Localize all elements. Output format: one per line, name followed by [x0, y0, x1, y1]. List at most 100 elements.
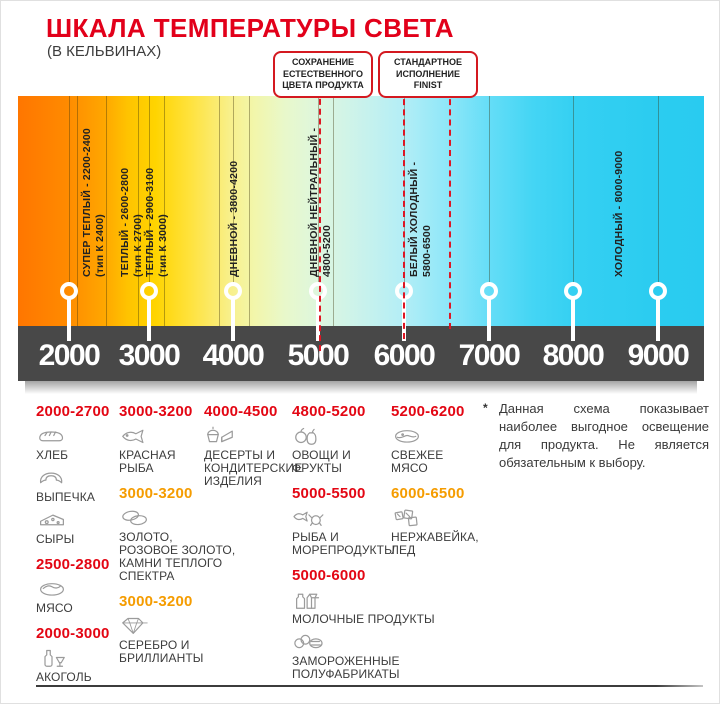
range-header: 2000-3000 [36, 625, 110, 642]
scale-marker-stem [66, 298, 72, 341]
category-item-label: КРАСНАЯ РЫБА [119, 448, 176, 475]
range-header: 3000-3200 [119, 485, 193, 502]
category-item: ХЛЕБ [36, 425, 116, 462]
fresh-meat-icon [391, 425, 481, 447]
marker-guide-line [149, 96, 150, 283]
zone-label: ТЕПЛЫЙ - 2600-2800 (тип К 2700) [119, 167, 144, 277]
fish-icon [119, 425, 201, 447]
category-item-label: ДЕСЕРТЫ И КОНДИТЕРСКИЕ ИЗДЕЛИЯ [204, 448, 303, 488]
scale-marker-ring [59, 282, 78, 300]
category-item: МОЛОЧНЫЕ ПРОДУКТЫ [292, 589, 435, 626]
kelvin-tick-label: 2000 [38, 339, 101, 372]
range-header: 3000-3200 [119, 593, 193, 610]
scale-marker-ring [308, 282, 327, 300]
category-group: 6000-6500 НЕРЖАВЕЙКА, ЛЕД [391, 485, 481, 557]
zone-boundary-line [333, 96, 334, 326]
category-group: 2000-3000 АКОГОЛЬ [36, 625, 116, 684]
frozen-icon [292, 631, 386, 653]
category-item: ЗОЛОТО, РОЗОВОЕ ЗОЛОТО, КАМНИ ТЕПЛОГО СП… [119, 507, 235, 583]
category-item-label: ОВОЩИ И ФРУКТЫ [292, 448, 351, 475]
category-column: 3000-3200 КРАСНАЯ РЫБА 3000-3200 ЗОЛОТО, РО… [119, 403, 235, 675]
marker-guide-line [489, 96, 490, 283]
zone-label: ТЕПЛЫЙ - 2900-3100 (тип К 3000) [144, 167, 169, 277]
range-header: 5000-6000 [292, 567, 366, 584]
category-item-label: НЕРЖАВЕЙКА, ЛЕД [391, 530, 479, 557]
zone-label: БЕЛЫЙ ХОЛОДНЫЙ - 5800-6500 [408, 161, 433, 277]
kelvin-axis-bar [18, 326, 704, 381]
category-item-label: РЫБА И МОРЕПРОДУКТЫ [292, 530, 395, 557]
kelvin-tick-label: 9000 [627, 339, 690, 372]
category-item: АКОГОЛЬ [36, 647, 116, 684]
category-item: СВЕЖЕЕ МЯСО [391, 425, 481, 475]
marker-guide-line [658, 96, 659, 283]
category-item-label: МЯСО [36, 601, 73, 615]
category-group: 5000-6000 МОЛОЧНЫЕ ПРОДУКТЫ ЗАМОРОЖЕННЫЕ П… [292, 567, 435, 681]
zone-label: ДНЕВНОЙ - 3800-4200 [228, 160, 240, 277]
category-item-label: АКОГОЛЬ [36, 670, 92, 684]
kelvin-tick-label: 4000 [202, 339, 265, 372]
category-group: 2000-2700 ХЛЕБ ВЫПЕЧКА СЫРЫ [36, 403, 116, 546]
zone-boundary-line [106, 96, 107, 326]
footnote-text: Данная схема показывает наиболее выгодно… [499, 401, 709, 470]
scale-marker-stem [230, 298, 236, 341]
category-item: МЯСО [36, 578, 116, 615]
callout-natural-color-preservation: СОХРАНЕНИЕ ЕСТЕСТВЕННОГО ЦВЕТА ПРОДУКТА [273, 51, 373, 99]
kelvin-tick-label: 3000 [118, 339, 181, 372]
fruits-vegetables-icon [292, 425, 386, 447]
marker-guide-line [69, 96, 70, 283]
callout-connector-line [403, 89, 405, 339]
marker-guide-line [318, 96, 319, 283]
category-group: 3000-3200 ЗОЛОТО, РОЗОВОЕ ЗОЛОТО, КАМНИ Т… [119, 485, 235, 583]
kelvin-tick-label: 7000 [458, 339, 521, 372]
range-header: 2500-2800 [36, 556, 110, 573]
range-header: 4800-5200 [292, 403, 366, 420]
zone-boundary-line [164, 96, 165, 326]
temperature-gradient-bar [18, 96, 704, 326]
callout-connector-line [449, 89, 451, 329]
scale-marker-stem [315, 298, 321, 341]
asterisk: * [483, 401, 488, 415]
category-item: НЕРЖАВЕЙКА, ЛЕД [391, 507, 481, 557]
category-item: ЗАМОРОЖЕННЫЕ ПОЛУФАБРИКАТЫ [292, 631, 400, 681]
range-header: 5200-6200 [391, 403, 465, 420]
category-item-label: СВЕЖЕЕ МЯСО [391, 448, 444, 475]
category-group: 3000-3200 КРАСНАЯ РЫБА [119, 403, 201, 475]
scale-marker-ring [223, 282, 242, 300]
category-group: 2500-2800 МЯСО [36, 556, 116, 615]
category-item-label: МОЛОЧНЫЕ ПРОДУКТЫ [292, 612, 435, 626]
scale-marker-stem [486, 298, 492, 341]
range-header: 4000-4500 [204, 403, 278, 420]
category-item: СЕРЕБРО И БРИЛЛИАНТЫ [119, 615, 203, 665]
ice-icon [391, 507, 481, 529]
scale-marker-ring [139, 282, 158, 300]
scale-marker-stem [570, 298, 576, 341]
zone-label: ХОЛОДНЫЙ - 8000-9000 [613, 150, 625, 277]
range-header: 3000-3200 [119, 403, 193, 420]
category-item-label: ХЛЕБ [36, 448, 69, 462]
category-column: 2000-2700 ХЛЕБ ВЫПЕЧКА СЫРЫ 2500-2800 МЯСО 200… [36, 403, 116, 694]
scale-marker-stem [655, 298, 661, 341]
category-group: 5200-6200 СВЕЖЕЕ МЯСО [391, 403, 481, 475]
scale-marker-stem [146, 298, 152, 341]
category-item-label: СЫРЫ [36, 532, 75, 546]
zone-boundary-line [249, 96, 250, 326]
diamond-icon [119, 615, 201, 637]
category-group: 4000-4500 ДЕСЕРТЫ И КОНДИТЕРСКИЕ ИЗДЕЛИЯ [204, 403, 303, 488]
category-item: СЫРЫ [36, 509, 116, 546]
category-item: КРАСНАЯ РЫБА [119, 425, 201, 475]
seafood-icon [292, 507, 386, 529]
footnote: * Данная схема показывает наиболее выгод… [481, 400, 709, 472]
axis-bar-reflection [25, 381, 697, 394]
kelvin-tick-label: 8000 [542, 339, 605, 372]
page-title: ШКАЛА ТЕМПЕРАТУРЫ СВЕТА [46, 13, 454, 43]
category-item-label: ЗАМОРОЖЕННЫЕ ПОЛУФАБРИКАТЫ [292, 654, 400, 681]
range-header: 2000-2700 [36, 403, 110, 420]
meat-icon [36, 578, 116, 600]
category-group: 3000-3200 СЕРЕБРО И БРИЛЛИАНТЫ [119, 593, 203, 665]
callout-connector-line [319, 89, 321, 351]
category-column: 4800-5200 ОВОЩИ И ФРУКТЫ 5000-5500 РЫБА И М… [292, 403, 435, 691]
scale-marker-ring [479, 282, 498, 300]
page-subtitle: (В КЕЛЬВИНАХ) [47, 43, 162, 60]
category-group: 5000-5500 РЫБА И МОРЕПРОДУКТЫ [292, 485, 395, 557]
pastry-icon [36, 467, 116, 489]
